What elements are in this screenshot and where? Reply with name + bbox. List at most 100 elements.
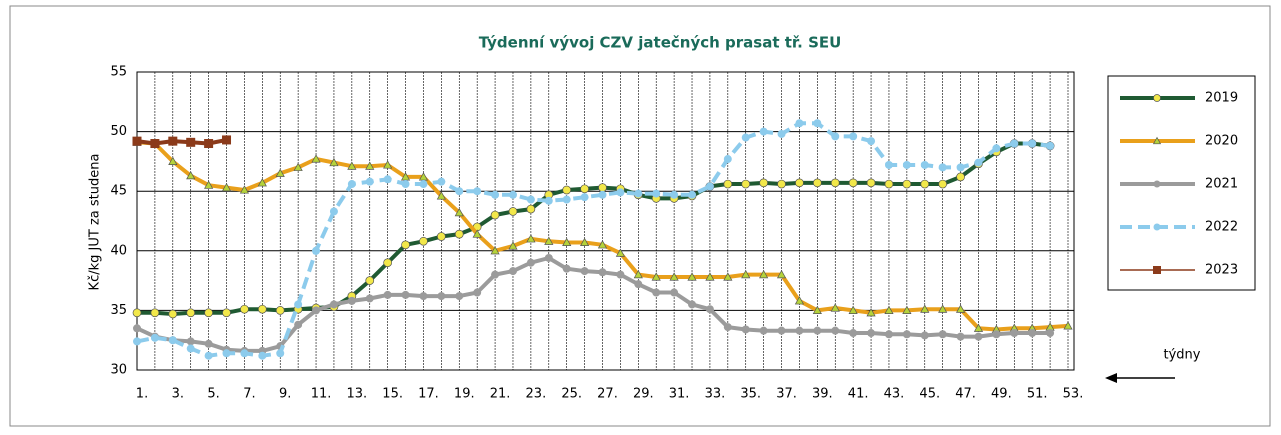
- marker: [848, 178, 858, 188]
- marker: [526, 234, 536, 243]
- marker: [705, 182, 714, 191]
- marker: [615, 248, 625, 257]
- marker: [598, 268, 607, 277]
- x-tick-label: 47.: [955, 387, 976, 402]
- x-tick-label: 3.: [172, 387, 184, 402]
- marker: [544, 253, 553, 262]
- legend-label: 2021: [1205, 177, 1238, 192]
- marker: [329, 157, 339, 167]
- marker: [401, 180, 410, 189]
- marker: [490, 210, 500, 220]
- marker: [795, 119, 804, 128]
- x-tick-label: 45.: [919, 387, 940, 402]
- marker: [580, 267, 589, 276]
- marker: [992, 144, 1001, 153]
- y-tick-label: 30: [110, 363, 127, 378]
- marker: [132, 136, 142, 146]
- marker: [204, 351, 213, 360]
- marker: [866, 308, 876, 317]
- marker: [920, 179, 930, 189]
- x-tick-label: 5.: [207, 387, 219, 402]
- marker: [275, 168, 285, 177]
- x-tick-label: 9.: [279, 387, 291, 402]
- marker: [454, 229, 464, 239]
- marker: [383, 160, 393, 169]
- marker: [651, 272, 661, 281]
- marker: [168, 336, 177, 345]
- marker: [491, 270, 500, 279]
- marker: [221, 182, 232, 192]
- marker: [616, 270, 625, 279]
- marker: [204, 308, 213, 318]
- legend-label: 2022: [1205, 220, 1238, 235]
- marker: [723, 155, 732, 164]
- marker: [723, 272, 733, 281]
- marker: [365, 177, 374, 186]
- marker: [365, 294, 374, 303]
- x-tick-label: 23.: [526, 387, 547, 402]
- marker: [186, 344, 195, 353]
- marker: [454, 207, 464, 217]
- x-tick-label: 51.: [1027, 387, 1048, 402]
- marker: [186, 337, 195, 346]
- x-tick-label: 19.: [454, 387, 475, 402]
- marker: [419, 292, 428, 301]
- marker: [473, 187, 482, 196]
- x-tick-label: 41.: [848, 387, 869, 402]
- marker: [1153, 94, 1161, 102]
- series-line: [136, 256, 1051, 353]
- marker: [795, 326, 804, 335]
- marker: [150, 139, 160, 149]
- marker: [812, 305, 822, 314]
- marker: [580, 184, 589, 194]
- marker: [776, 269, 787, 279]
- marker: [938, 163, 947, 172]
- marker: [562, 195, 571, 204]
- marker: [312, 306, 321, 315]
- marker: [508, 190, 517, 199]
- x-tick-label: 37.: [776, 387, 797, 402]
- arrow-head: [1105, 373, 1117, 383]
- marker: [150, 308, 160, 318]
- marker: [813, 119, 822, 128]
- marker: [1046, 329, 1055, 338]
- marker: [777, 326, 786, 335]
- marker: [508, 241, 518, 250]
- y-tick-label: 45: [110, 184, 127, 199]
- series-line: [136, 121, 1051, 358]
- marker: [275, 306, 285, 315]
- x-tick-label: 43.: [884, 387, 905, 402]
- marker: [401, 290, 410, 299]
- marker: [849, 132, 858, 141]
- marker: [688, 190, 697, 199]
- x-tick-label: 29.: [633, 387, 654, 402]
- marker: [597, 240, 608, 249]
- marker: [473, 288, 482, 297]
- marker: [132, 308, 142, 318]
- marker: [759, 127, 768, 136]
- marker: [652, 288, 661, 297]
- marker: [867, 137, 876, 146]
- marker: [240, 304, 249, 314]
- marker: [1153, 266, 1161, 274]
- marker: [168, 156, 178, 165]
- marker: [920, 331, 929, 340]
- marker: [437, 232, 446, 241]
- x-tick-label: 17.: [418, 387, 439, 402]
- marker: [1028, 139, 1037, 148]
- marker: [938, 304, 948, 313]
- marker: [562, 185, 572, 195]
- marker: [1152, 136, 1162, 145]
- marker: [974, 332, 983, 341]
- x-tick-label: 21.: [490, 387, 511, 402]
- marker: [222, 135, 232, 145]
- marker: [526, 258, 535, 267]
- x-tick-label: 39.: [812, 387, 833, 402]
- marker: [240, 349, 249, 358]
- marker: [365, 161, 375, 170]
- marker: [652, 189, 661, 198]
- x-tick-label: 11.: [311, 387, 332, 402]
- marker: [1010, 329, 1019, 338]
- plot-area: [136, 71, 1075, 371]
- marker: [956, 332, 965, 341]
